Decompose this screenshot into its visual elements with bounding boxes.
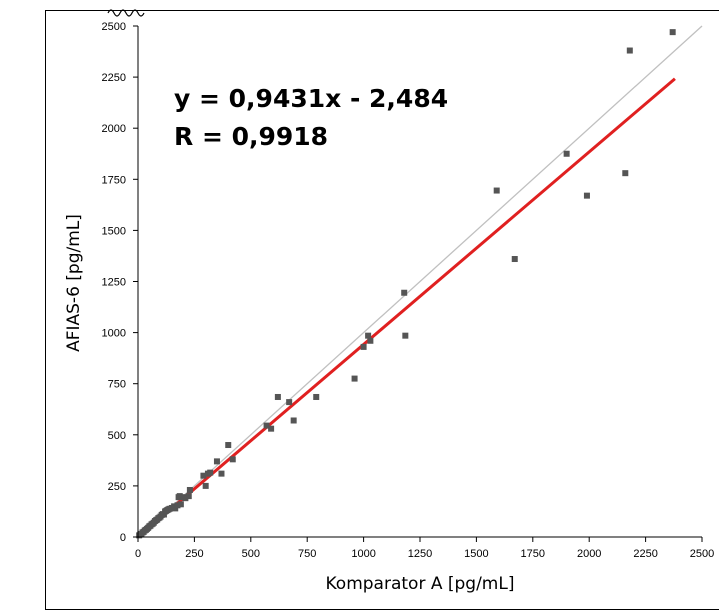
x-tick-label: 0 <box>135 548 141 560</box>
data-point <box>268 425 275 432</box>
data-point <box>218 470 225 477</box>
y-tick-label: 1750 <box>102 174 126 186</box>
y-tick-label: 1500 <box>102 225 126 237</box>
data-point <box>367 337 374 344</box>
tick-labels: 0 250 500 750 1000 1250 1500 1750 2000 2250 2500 0 2… <box>102 21 715 560</box>
data-point <box>622 170 629 177</box>
data-point <box>313 393 320 400</box>
data-point <box>351 375 358 382</box>
data-point <box>401 289 408 296</box>
data-point <box>229 456 236 463</box>
identity-line-layer <box>137 25 703 538</box>
x-tick-label: 2500 <box>690 548 714 560</box>
data-point <box>286 399 293 406</box>
data-point <box>177 501 184 508</box>
data-point <box>160 511 167 518</box>
y-tick-label: 1250 <box>102 277 126 289</box>
x-tick-label: 2000 <box>577 548 601 560</box>
data-point <box>182 495 189 502</box>
data-points <box>136 29 676 539</box>
data-point <box>290 417 297 424</box>
data-point <box>213 458 220 465</box>
y-tick-label: 250 <box>108 481 126 493</box>
y-tick-label: 500 <box>108 430 126 442</box>
data-point <box>263 422 270 429</box>
y-tick-label: 0 <box>120 532 126 544</box>
x-tick-label: 1500 <box>464 548 488 560</box>
clipped-top-label <box>107 9 145 17</box>
axes <box>133 25 703 542</box>
data-point <box>626 47 633 54</box>
y-tick-label: 2500 <box>102 21 126 33</box>
data-point <box>493 187 500 194</box>
x-tick-label: 2250 <box>633 548 657 560</box>
data-point <box>402 332 409 339</box>
data-point <box>669 29 676 36</box>
y-tick-label: 2000 <box>102 123 126 135</box>
data-point <box>174 502 181 509</box>
data-point <box>172 505 179 512</box>
identity-line <box>137 25 703 538</box>
x-tick-label: 750 <box>298 548 316 560</box>
regression-line <box>137 77 676 539</box>
regression-line-layer <box>137 77 676 539</box>
data-point <box>225 442 232 449</box>
data-point <box>360 343 367 350</box>
x-axis-title: Komparator A [pg/mL] <box>326 574 515 594</box>
x-tick-label: 1750 <box>521 548 545 560</box>
data-point <box>365 332 372 339</box>
data-point <box>185 493 192 500</box>
x-tick-label: 500 <box>242 548 260 560</box>
x-tick-label: 1250 <box>408 548 432 560</box>
data-point <box>202 482 209 489</box>
data-point <box>207 469 214 476</box>
data-point <box>274 393 281 400</box>
data-point <box>563 150 570 157</box>
data-point <box>511 256 518 263</box>
y-tick-label: 1000 <box>102 328 126 340</box>
y-axis-title: AFIAS-6 [pg/mL] <box>64 214 84 352</box>
y-tick-label: 2250 <box>102 72 126 84</box>
data-point <box>200 472 207 479</box>
data-point <box>186 486 193 493</box>
r-value: R = 0,9918 <box>174 122 328 151</box>
regression-equation: y = 0,9431x - 2,484 <box>174 84 448 113</box>
data-point <box>583 192 590 199</box>
x-tick-label: 250 <box>185 548 203 560</box>
x-tick-label: 1000 <box>351 548 375 560</box>
y-tick-label: 750 <box>108 379 126 391</box>
data-point <box>176 493 183 500</box>
scatter-chart: 0 250 500 750 1000 1250 1500 1750 2000 2250 2500 0 2… <box>64 21 715 594</box>
